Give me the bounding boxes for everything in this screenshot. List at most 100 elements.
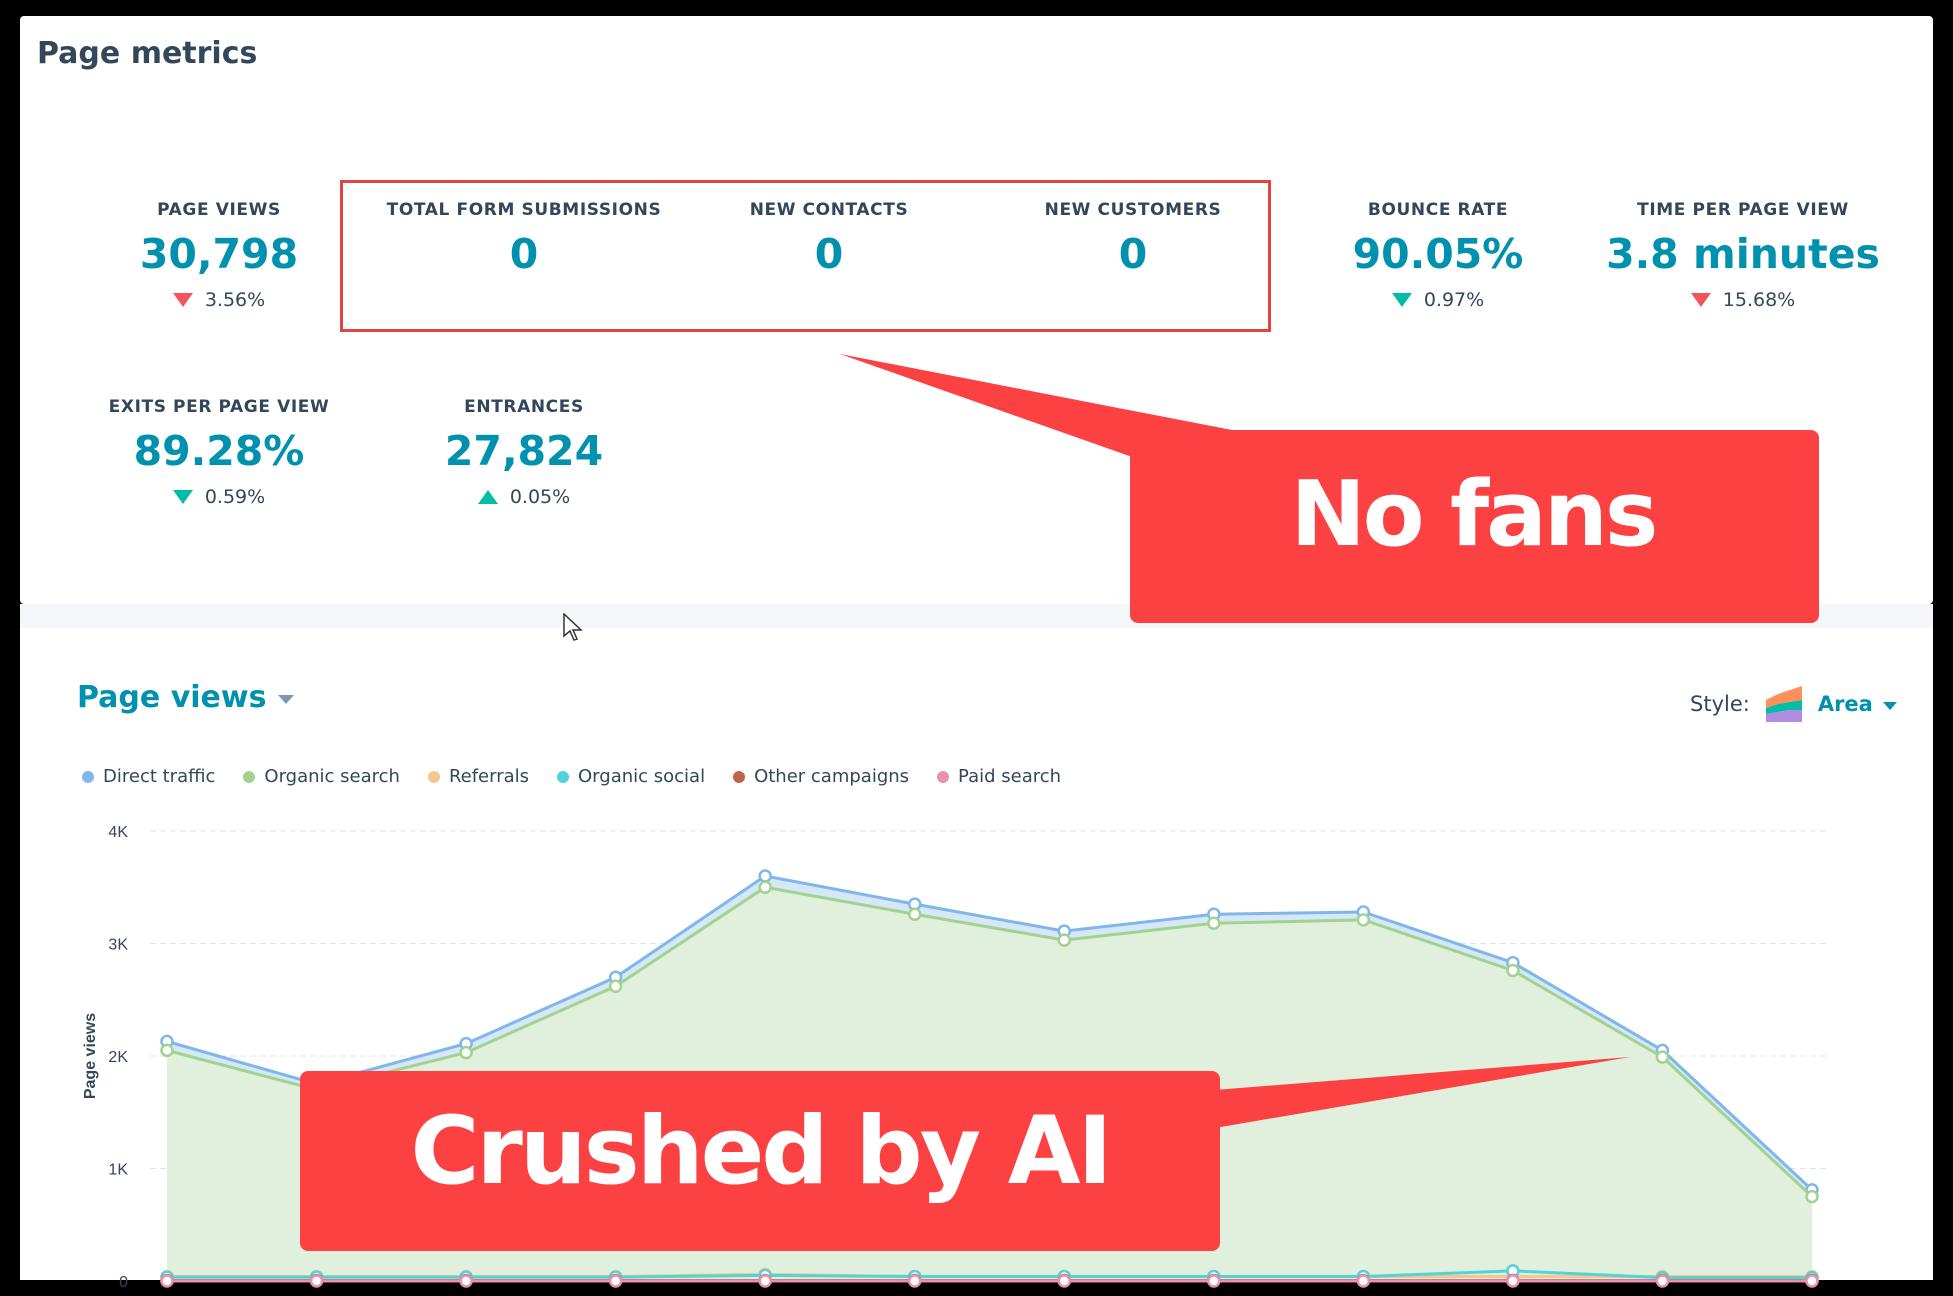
legend-label: Organic social [578,766,706,787]
chevron-down-icon [278,695,295,704]
highlight-box [340,180,1271,332]
legend-item[interactable]: Organic search [243,766,400,787]
data-point [758,869,772,883]
data-point [160,1043,174,1058]
metric-label: PAGE VIEWS [157,200,281,220]
mouse-cursor-icon [563,613,583,641]
metric-value: 0 [814,230,844,278]
y-tick-label: 4K [108,824,128,841]
y-tick-label: 2K [108,1049,128,1066]
legend-dot [937,770,950,783]
legend-label: Other campaigns [754,766,910,787]
metric-label: NEW CONTACTS [749,200,909,220]
metric-change-value: 0.05% [509,486,571,508]
data-point [758,1274,772,1288]
metric-value: 0 [509,230,539,278]
data-point [309,1274,324,1288]
data-point [459,1274,473,1288]
metric-label: TOTAL FORM SUBMISSIONS [386,200,662,220]
metric-total-form-submissions: TOTAL FORM SUBMISSIONS 0 [364,200,684,275]
series-line [166,885,1814,1198]
data-point [160,1274,174,1288]
chart-title-dropdown[interactable]: Page views [77,680,295,715]
series-line [167,1269,1812,1280]
data-point [459,1045,473,1060]
data-point [758,880,772,894]
metric-label: TIME PER PAGE VIEW [1637,200,1849,220]
metric-bounce-rate: BOUNCE RATE 90.05% 0.97% [1278,200,1598,311]
page-title: Page metrics [37,36,258,71]
legend-label: Organic search [264,766,400,787]
y-tick-label: 3K [108,937,128,954]
legend-dot [243,770,256,783]
metric-change: 0.05% [364,486,684,508]
metric-time-per-page-view: TIME PER PAGE VIEW 3.8 minutes 15.68% [1583,200,1903,311]
no-fans-callout: No fans [1290,462,1658,567]
trend-up-icon [477,490,498,504]
metric-page-views: PAGE VIEWS 30,798 3.56% [59,200,379,311]
metric-label: EXITS PER PAGE VIEW [108,397,330,417]
metric-value: 89.28% [133,427,305,475]
data-point [309,1083,324,1097]
legend-item[interactable]: Referrals [427,766,530,787]
metric-value: 0 [1118,230,1148,278]
legend-label: Referrals [448,766,530,787]
legend-item[interactable]: Direct traffic [82,766,215,787]
legend-item[interactable]: Organic social [557,766,705,787]
metric-value: 27,824 [444,427,604,475]
data-point [1655,1274,1670,1288]
metric-label: ENTRANCES [464,397,584,417]
series-area [167,887,1812,1281]
data-point [1207,1274,1221,1288]
data-point [608,979,623,993]
metric-change-value: 15.68% [1722,289,1796,311]
legend-label: Paid search [958,766,1062,787]
data-point [1506,1274,1520,1288]
style-label: Style: [1690,692,1750,716]
data-point [907,907,922,921]
metric-change-value: 0.97% [1423,289,1485,311]
area-chart-icon [1765,686,1802,722]
data-point [1057,933,1072,947]
metric-label: NEW CUSTOMERS [1044,200,1222,220]
chart-style-control: Style: Area [1690,686,1897,722]
metric-new-contacts: NEW CONTACTS 0 [669,200,989,275]
chevron-down-icon [1882,701,1897,710]
metric-new-customers: NEW CUSTOMERS 0 [973,200,1293,275]
metric-change-value: 0.59% [204,486,266,508]
legend-item[interactable]: Paid search [937,766,1061,787]
data-point [1805,1274,1819,1288]
metric-change: 0.97% [1278,289,1598,311]
data-point [1356,1274,1371,1288]
style-dropdown[interactable]: Area [1818,692,1897,716]
trend-down-icon [1690,293,1711,307]
style-value: Area [1817,692,1873,716]
metric-entrances: ENTRANCES 27,824 0.05% [364,397,684,508]
y-tick-label: 1K [108,1162,128,1179]
data-point [1356,913,1371,927]
legend-dot [557,770,570,783]
chart-legend: Direct traffic Organic search Referrals Org… [82,766,1061,787]
data-point [608,1274,623,1288]
legend-item[interactable]: Other campaigns [733,766,909,787]
data-point [1655,1050,1670,1064]
legend-label: Direct traffic [103,766,216,787]
metric-exits-per-page-view: EXITS PER PAGE VIEW 89.28% 0.59% [59,397,379,508]
series-line [166,874,1814,1191]
metric-label: BOUNCE RATE [1367,200,1509,220]
metric-value: 3.8 minutes [1606,230,1880,278]
legend-dot [427,770,440,783]
trend-down-icon [1391,293,1412,307]
metric-change-value: 3.56% [204,289,266,311]
data-point [1506,963,1520,978]
y-tick-label: 0 [119,1274,128,1291]
y-axis-label: Page views [82,1013,99,1099]
legend-dot [82,770,94,783]
crushed-by-ai-callout: Crushed by AI [410,1097,1113,1206]
trend-down-icon [172,293,193,307]
metric-value: 30,798 [139,230,299,278]
legend-dot [733,770,746,783]
metric-change: 0.59% [59,486,379,508]
metric-value: 90.05% [1352,230,1524,278]
data-point [1057,1274,1072,1288]
